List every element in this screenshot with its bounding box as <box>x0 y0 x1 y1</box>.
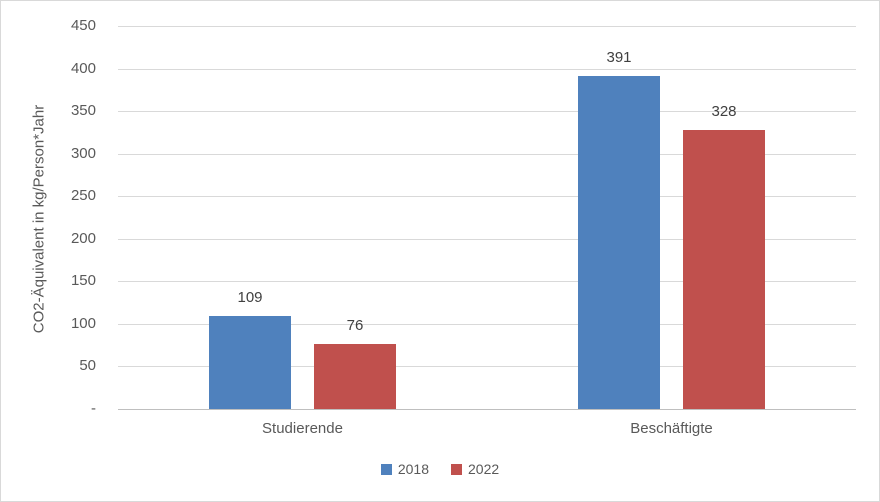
bar-2022-Studierende <box>314 344 396 409</box>
category-label: Studierende <box>262 420 343 437</box>
data-label: 391 <box>606 49 632 67</box>
gridline <box>118 238 856 240</box>
category-label: Beschäftigte <box>630 420 713 437</box>
x-axis-line <box>118 409 856 410</box>
y-axis-title: CO2-Äquivalent in kg/Person*Jahr <box>30 104 48 334</box>
y-tick-label: - <box>91 400 96 417</box>
gridline <box>118 323 856 325</box>
y-tick-label: 450 <box>70 17 96 34</box>
y-tick-label: 400 <box>70 59 96 77</box>
gridline <box>118 281 856 283</box>
gridline <box>118 111 856 113</box>
gridline <box>118 366 856 368</box>
y-tick-label: 250 <box>70 187 96 205</box>
data-label: 109 <box>237 289 263 307</box>
gridline <box>118 153 856 155</box>
data-label: 76 <box>346 317 364 335</box>
legend-label: 2022 <box>468 461 500 477</box>
gridline <box>118 68 856 70</box>
y-tick-label: 50 <box>79 357 96 375</box>
y-tick-label: 200 <box>70 229 96 247</box>
legend-label: 2018 <box>397 461 429 477</box>
y-tick-label: 300 <box>70 144 96 162</box>
bar-2018-Beschäftigte <box>578 76 660 409</box>
y-tick-label: 150 <box>70 272 96 290</box>
legend-item-2018: 2018 <box>380 461 429 477</box>
legend-item-2022: 2022 <box>451 461 499 477</box>
y-tick-label: 100 <box>70 314 96 332</box>
bar-2018-Studierende <box>209 316 291 409</box>
chart-legend: 2018 2022 <box>1 461 879 477</box>
y-tick-label: 350 <box>70 102 96 120</box>
gridline <box>118 26 856 27</box>
data-label: 328 <box>711 102 737 120</box>
legend-swatch-2018 <box>380 463 392 475</box>
legend-swatch-2022 <box>451 463 462 475</box>
gridline <box>118 196 856 198</box>
bar-2022-Beschäftigte <box>683 129 765 409</box>
